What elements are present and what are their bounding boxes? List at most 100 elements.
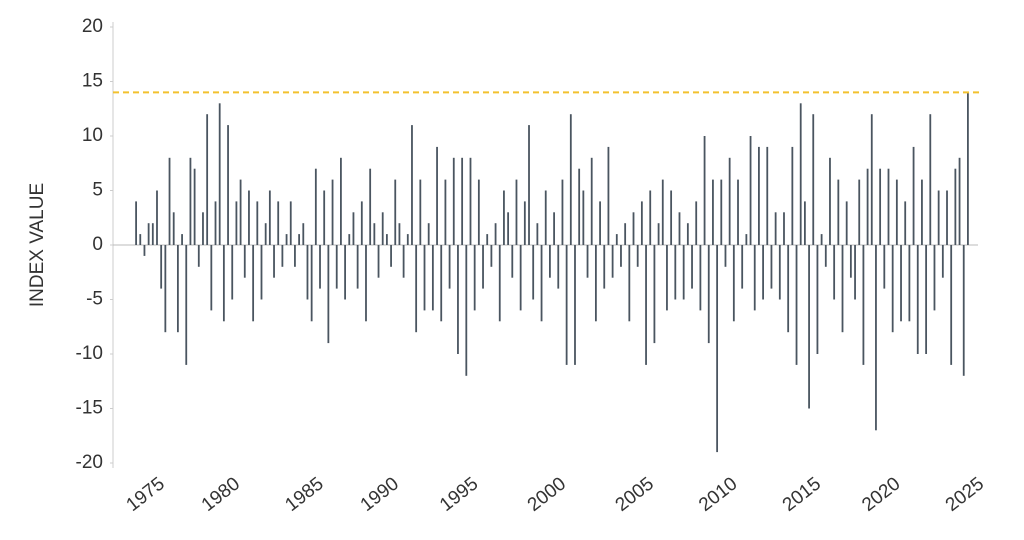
bar (477, 179, 480, 245)
bar (398, 223, 401, 245)
bar (569, 114, 572, 245)
bar (189, 157, 192, 245)
y-tick-label: -5 (86, 289, 103, 310)
bar (285, 234, 288, 245)
bar (431, 245, 434, 311)
bar (916, 245, 919, 354)
bar (143, 245, 146, 256)
bar (628, 245, 631, 322)
x-tick-label: 1990 (357, 473, 403, 516)
y-tick-label: -20 (76, 452, 103, 473)
bar (306, 245, 309, 300)
bar (599, 201, 601, 245)
bar (193, 168, 196, 245)
bar (666, 245, 668, 311)
bar (795, 245, 798, 365)
bar (787, 245, 790, 333)
bar (523, 201, 526, 245)
bar (352, 212, 355, 245)
bar (260, 245, 263, 300)
bar (147, 223, 150, 245)
bar (728, 157, 731, 245)
bar (419, 179, 422, 245)
bar (816, 245, 819, 354)
bar (281, 245, 284, 267)
bar (803, 201, 806, 245)
bar (365, 245, 367, 322)
bar (139, 234, 142, 245)
bar (933, 245, 936, 311)
x-tick-label: 2015 (779, 473, 825, 516)
bar (519, 245, 522, 311)
bar (553, 212, 555, 245)
bar (185, 245, 188, 365)
x-tick-label: 2005 (612, 473, 658, 516)
bar (406, 234, 409, 245)
bar (415, 245, 418, 333)
bar (674, 245, 677, 300)
bar (536, 223, 539, 245)
x-tick-label: 1995 (436, 473, 482, 516)
bar (344, 245, 346, 300)
bar (887, 168, 890, 245)
bar (854, 245, 856, 300)
bar (716, 245, 719, 453)
bar (875, 245, 877, 431)
bar (741, 245, 744, 289)
bar (561, 179, 564, 245)
bar (640, 201, 643, 245)
bar (586, 245, 589, 278)
bar (649, 190, 652, 245)
x-tick-label: 2000 (524, 473, 570, 516)
bar (448, 245, 451, 289)
bar (883, 245, 886, 289)
bar (653, 245, 656, 344)
bar (967, 92, 969, 246)
bar (866, 168, 869, 245)
bar (369, 168, 372, 245)
bar (544, 190, 547, 245)
bar (770, 245, 773, 289)
bar (394, 179, 397, 245)
bar (248, 190, 250, 245)
x-tick-label: 1975 (123, 473, 169, 516)
bar (210, 245, 213, 311)
bar (465, 245, 468, 376)
bar (310, 245, 313, 322)
bar (381, 212, 384, 245)
bar (335, 245, 338, 289)
bar (289, 201, 292, 245)
bar (227, 125, 229, 245)
x-tick-label: 1980 (198, 473, 244, 516)
bar (540, 245, 543, 322)
bar (176, 245, 179, 333)
bar (411, 125, 413, 245)
bar (360, 201, 363, 245)
bar (958, 157, 961, 245)
bar (222, 245, 225, 322)
bar (812, 114, 815, 245)
bar (239, 179, 242, 245)
bar (503, 190, 505, 245)
x-tick-label: 2020 (858, 473, 904, 516)
bar (461, 157, 464, 245)
bar (565, 245, 568, 365)
bar (732, 245, 735, 322)
bar (858, 179, 861, 245)
bar (243, 245, 246, 278)
bar (737, 179, 739, 245)
bar (849, 245, 852, 278)
bar (168, 157, 171, 245)
bar (164, 245, 167, 333)
bar (712, 179, 714, 245)
bar (252, 245, 255, 322)
bar (829, 157, 831, 245)
bar (699, 245, 702, 311)
bar (515, 179, 518, 245)
y-tick-label: 15 (82, 71, 103, 92)
bar (774, 212, 777, 245)
bar (908, 245, 911, 322)
bar (582, 190, 585, 245)
bar (151, 223, 154, 245)
